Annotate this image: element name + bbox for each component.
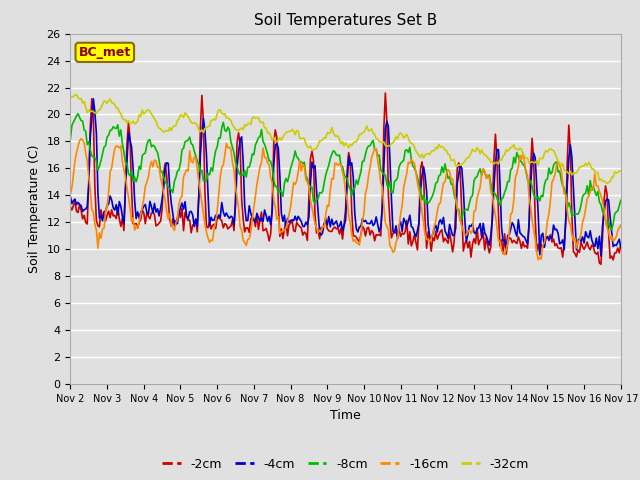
Y-axis label: Soil Temperature (C): Soil Temperature (C): [28, 144, 41, 273]
Legend: -2cm, -4cm, -8cm, -16cm, -32cm: -2cm, -4cm, -8cm, -16cm, -32cm: [157, 453, 534, 476]
X-axis label: Time: Time: [330, 409, 361, 422]
Text: BC_met: BC_met: [79, 46, 131, 59]
Title: Soil Temperatures Set B: Soil Temperatures Set B: [254, 13, 437, 28]
